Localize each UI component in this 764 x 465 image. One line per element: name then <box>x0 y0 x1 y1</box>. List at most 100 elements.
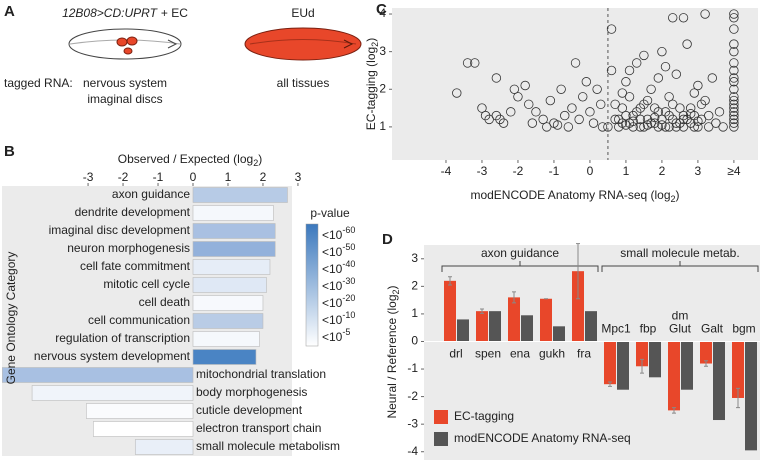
y-tick-label: 1 <box>411 306 418 320</box>
category-label-line: drl <box>449 347 462 361</box>
category-label-line: gukh <box>539 347 565 361</box>
point <box>617 103 628 113</box>
category-label-line: Galt <box>701 322 724 336</box>
point <box>729 77 739 87</box>
genotype: 12B08>CD:UPRT <box>62 6 158 20</box>
category-label: dm Glut <box>669 309 692 336</box>
point <box>538 114 548 125</box>
x-tick-label: -3 <box>477 164 488 178</box>
point <box>729 9 739 19</box>
bar <box>192 205 274 221</box>
legend-label: <10-5 <box>322 327 350 344</box>
y-tick-label: 3 <box>379 44 386 58</box>
legend-label: EC-tagging <box>454 409 514 423</box>
point <box>703 110 714 121</box>
bar <box>732 341 744 398</box>
category-label: dendrite development <box>75 205 191 219</box>
point <box>527 118 538 128</box>
point <box>585 107 595 117</box>
category-label-line: ena <box>510 347 530 361</box>
point <box>689 122 700 132</box>
point <box>639 99 649 110</box>
legend-label: modENCODE Anatomy RNA-seq <box>454 431 631 445</box>
x-tick-label: -2 <box>513 164 524 178</box>
point <box>729 107 739 117</box>
larva-right <box>244 27 362 61</box>
bar <box>700 341 712 364</box>
point <box>574 114 584 125</box>
point <box>635 114 646 125</box>
y-axis-label-part: ) <box>364 38 378 42</box>
y-axis-label: Gene Ontology Category <box>4 252 18 385</box>
point <box>729 92 739 102</box>
error-bar <box>704 360 708 367</box>
point <box>678 110 689 121</box>
legend-label-base: <10 <box>322 279 343 293</box>
point <box>657 120 667 130</box>
legend-label-exp: -50 <box>342 242 355 252</box>
category-label: ena <box>510 347 530 361</box>
point <box>729 13 739 23</box>
legend-label: <10-40 <box>322 259 355 276</box>
category-label: cell communication <box>88 313 190 327</box>
point <box>581 77 592 87</box>
point <box>563 122 574 132</box>
legend-label: <10-30 <box>322 276 355 293</box>
category-label-line: Mpc1 <box>601 322 631 336</box>
point <box>675 103 685 113</box>
point <box>495 114 505 125</box>
category-label-line: dm <box>672 309 689 323</box>
bar <box>457 319 469 342</box>
point <box>693 122 703 132</box>
point <box>729 84 739 94</box>
category-label: Mpc1 <box>601 322 631 336</box>
point <box>668 13 678 23</box>
point <box>628 116 638 126</box>
point <box>592 84 602 94</box>
category-label: fra <box>577 347 591 361</box>
x-axis-label-part: 2 <box>253 158 258 168</box>
genotype-label: 12B08>CD:UPRT + EC <box>62 6 188 20</box>
point <box>668 114 678 125</box>
error-bar <box>448 276 452 286</box>
category-label-line: spen <box>475 347 501 361</box>
point <box>491 110 502 121</box>
category-label-line: Glut <box>669 322 692 336</box>
point <box>653 107 664 117</box>
point <box>635 103 646 113</box>
legend-label: <10-60 <box>322 225 355 242</box>
bar <box>192 223 276 239</box>
x-tick-label: -4 <box>441 164 452 178</box>
category-label: electron transport chain <box>196 421 321 435</box>
point <box>606 24 617 34</box>
panel-label: D <box>382 231 393 248</box>
point <box>729 122 739 132</box>
plot-area <box>392 8 758 160</box>
point <box>678 122 689 132</box>
point <box>617 88 628 98</box>
point <box>556 84 566 94</box>
y-axis-label-part: EC-tagging (log <box>364 47 378 130</box>
category-label: mitotic cell cycle <box>103 277 190 291</box>
point <box>506 107 516 117</box>
point <box>664 92 674 102</box>
point <box>491 73 502 83</box>
bar <box>604 341 616 385</box>
error-bar <box>576 243 580 300</box>
point <box>632 107 642 117</box>
group-label: small molecule metab. <box>620 246 739 260</box>
point <box>729 46 739 57</box>
point <box>642 114 653 125</box>
point <box>664 110 674 121</box>
point <box>639 50 649 61</box>
bar <box>636 341 648 367</box>
legend-label: <10-10 <box>322 310 355 327</box>
point <box>682 114 692 125</box>
point <box>671 122 682 132</box>
point <box>711 118 721 128</box>
x-axis-label: modENCODE Anatomy RNA-seq (log2) <box>470 188 679 204</box>
point <box>480 110 491 121</box>
x-tick-label: 2 <box>260 170 267 184</box>
point <box>686 103 696 113</box>
point <box>498 118 509 128</box>
